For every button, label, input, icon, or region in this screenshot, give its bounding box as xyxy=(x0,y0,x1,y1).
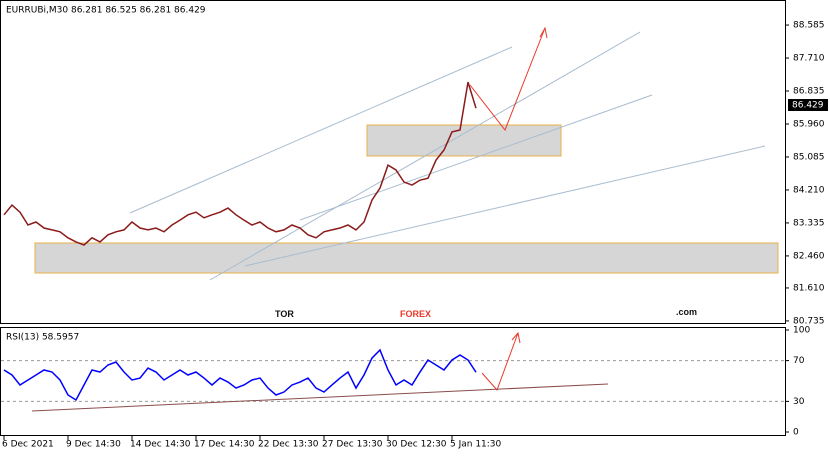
y-tick-label: 81.610 xyxy=(793,283,825,293)
watermark: FOREX xyxy=(400,309,431,319)
chart-title: EURRUBi,M30 86.281 86.525 86.281 86.429 xyxy=(6,6,206,16)
rsi-trend-line xyxy=(31,383,609,412)
price-tag: 86.429 xyxy=(792,101,824,111)
x-tick-label: 30 Dec 12:30 xyxy=(386,440,447,450)
y-tick-label: 88.585 xyxy=(793,21,825,31)
y-tick-label: 82.460 xyxy=(793,251,825,261)
y-tick-label: 85.085 xyxy=(793,152,825,162)
x-tick-label: 17 Dec 14:30 xyxy=(194,440,255,450)
x-tick-label: 5 Jan 11:30 xyxy=(450,440,502,450)
y-tick-label: 70 xyxy=(793,356,805,366)
y-tick-label: 30 xyxy=(793,397,805,407)
x-tick-label: 22 Dec 13:30 xyxy=(258,440,319,450)
y-tick-label: 87.710 xyxy=(793,54,825,64)
y-tick-label: 80.735 xyxy=(793,316,825,326)
x-tick-label: 14 Dec 14:30 xyxy=(130,440,191,450)
y-tick-label: 85.960 xyxy=(793,119,825,129)
trend-lines xyxy=(129,31,766,281)
watermark: TOR xyxy=(275,309,294,319)
price-tag-box xyxy=(788,99,828,111)
rsi-title: RSI(13) 58.5957 xyxy=(6,333,79,343)
price-line xyxy=(3,348,477,402)
x-tick-label: 6 Dec 2021 xyxy=(2,440,54,450)
y-tick-label: 0 xyxy=(793,428,799,438)
zone xyxy=(34,242,779,274)
x-tick-label: 27 Dec 13:30 xyxy=(322,440,383,450)
y-tick-label: 84.210 xyxy=(793,185,825,195)
y-tick-label: 83.335 xyxy=(793,218,825,228)
zone xyxy=(366,124,562,157)
y-tick-label: 100 xyxy=(793,326,810,336)
arrows xyxy=(469,26,548,391)
main-panel xyxy=(0,0,786,324)
rsi-panel xyxy=(0,327,786,436)
y-tick-label: 86.835 xyxy=(793,87,825,97)
x-tick-label: 9 Dec 14:30 xyxy=(66,440,121,450)
watermark: .com xyxy=(676,307,697,317)
price-line xyxy=(3,81,477,246)
